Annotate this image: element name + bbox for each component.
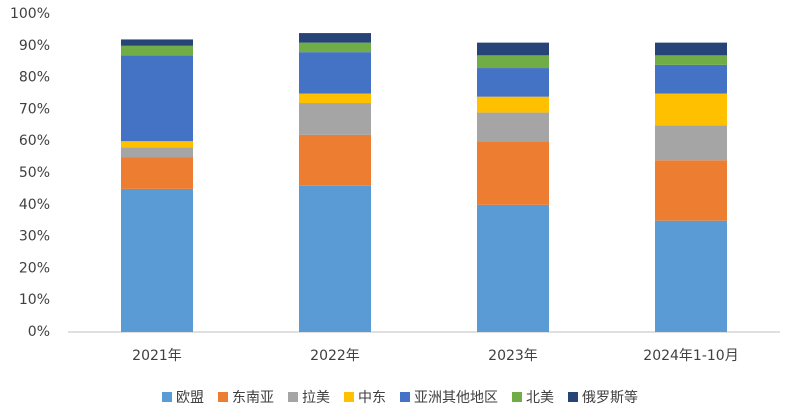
bar-segment	[121, 55, 193, 142]
legend-swatch	[162, 392, 172, 402]
x-tick-label: 2021年	[132, 348, 182, 364]
y-tick-label: 10%	[19, 292, 50, 308]
bar-segment	[477, 68, 549, 97]
bar-segment	[655, 55, 727, 65]
bar-segment	[655, 64, 727, 94]
y-tick-label: 70%	[19, 101, 50, 117]
y-tick-label: 50%	[19, 165, 50, 181]
bar-segment	[121, 45, 193, 56]
y-tick-label: 80%	[19, 70, 50, 86]
bar-segment	[299, 33, 371, 43]
bar-segment	[121, 157, 193, 189]
bar-segment	[299, 185, 371, 332]
bar-segment	[477, 112, 549, 142]
legend-swatch	[512, 392, 522, 402]
bar-segment	[477, 96, 549, 113]
legend-label: 亚洲其他地区	[414, 390, 498, 406]
legend-label: 北美	[526, 390, 554, 406]
legend-label: 俄罗斯等	[582, 389, 638, 406]
bar-segment	[121, 188, 193, 332]
bar-segment	[477, 55, 549, 69]
bar-segment	[299, 52, 371, 94]
y-tick-label: 90%	[19, 38, 50, 54]
legend-label: 拉美	[302, 390, 330, 406]
bar-segment	[299, 42, 371, 53]
bar-segment	[121, 141, 193, 148]
legend-swatch	[288, 392, 298, 402]
legend-swatch	[344, 392, 354, 402]
legend-swatch	[568, 392, 578, 402]
y-tick-label: 30%	[19, 229, 50, 245]
bar-segment	[477, 141, 549, 205]
y-tick-label: 60%	[19, 133, 50, 149]
bar-segment	[655, 125, 727, 161]
y-tick-label: 100%	[10, 6, 50, 22]
y-tick-label: 40%	[19, 197, 50, 213]
legend-label: 欧盟	[176, 390, 204, 406]
bar-segment	[655, 220, 727, 332]
bar-segment	[121, 147, 193, 158]
y-tick-label: 0%	[28, 324, 50, 340]
legend-label: 中东	[358, 390, 386, 406]
legend-label: 东南亚	[232, 390, 274, 406]
legend-swatch	[400, 392, 410, 402]
bar-segment	[299, 93, 371, 104]
legend-swatch	[218, 392, 228, 402]
bar-segment	[477, 42, 549, 56]
bar-segment	[655, 42, 727, 56]
bar-segment	[121, 39, 193, 46]
x-tick-label: 2023年	[488, 348, 538, 364]
bar-segment	[299, 103, 371, 135]
bar-segment	[655, 160, 727, 221]
bar-segment	[655, 93, 727, 126]
x-tick-label: 2024年1-10月	[643, 348, 738, 364]
y-tick-label: 20%	[19, 260, 50, 276]
x-tick-label: 2022年	[310, 348, 360, 364]
bar-segment	[477, 204, 549, 332]
bar-segment	[299, 134, 371, 186]
